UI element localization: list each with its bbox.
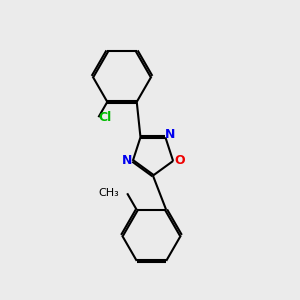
- Text: O: O: [174, 154, 185, 167]
- Text: CH₃: CH₃: [98, 188, 119, 198]
- Text: Cl: Cl: [98, 111, 112, 124]
- Text: N: N: [122, 154, 133, 167]
- Text: N: N: [165, 128, 176, 141]
